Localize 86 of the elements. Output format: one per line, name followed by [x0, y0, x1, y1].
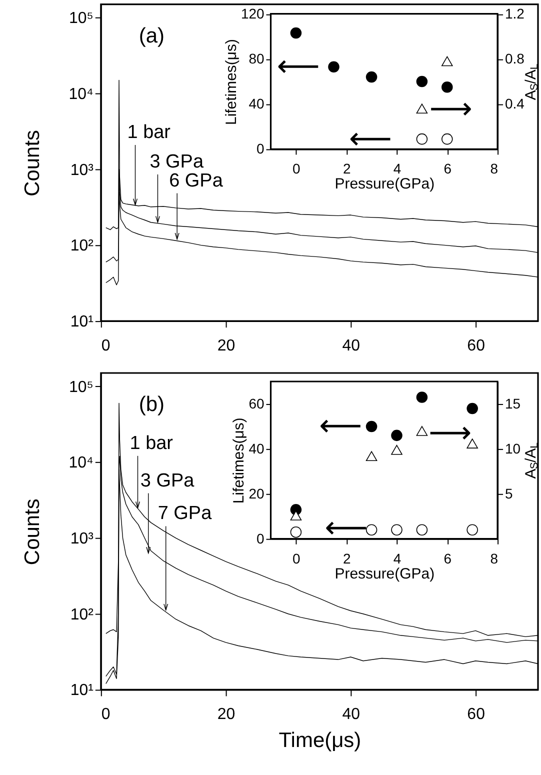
- annotation: 3 GPa: [140, 470, 195, 492]
- x-tick-label: 0: [292, 550, 301, 566]
- annotation: 1 bar: [127, 122, 171, 143]
- y2-tick-label: 0.8: [505, 50, 525, 66]
- y-tick-label: 60: [248, 395, 264, 412]
- annotation: ⟶: [428, 415, 472, 450]
- x-tick-label: 0: [101, 338, 110, 355]
- y-tick-label: 0: [256, 140, 264, 157]
- annotation: 7 GPa: [158, 503, 212, 524]
- annotation: 1 bar: [130, 432, 174, 454]
- x-tick-label: 60: [467, 706, 486, 724]
- annotation: ⟵: [324, 510, 368, 546]
- point: [366, 420, 378, 432]
- y2-tick-label: 15: [505, 395, 521, 412]
- x-tick-label: 4: [393, 550, 402, 566]
- point: [290, 510, 302, 520]
- y-tick-label: 10³: [70, 530, 94, 548]
- annotation: 3 GPa: [150, 151, 204, 172]
- y-tick-label: 20: [248, 485, 264, 502]
- point: [442, 82, 453, 93]
- y-tick-label: 0: [256, 530, 264, 546]
- y2-axis-title: AS/AL: [522, 442, 541, 479]
- y-tick-label: 10¹: [70, 682, 94, 700]
- y2-tick-label: 10: [505, 440, 521, 456]
- point: [290, 526, 302, 538]
- x-tick-label: 0: [101, 706, 110, 724]
- point: [391, 444, 402, 455]
- y-tick-label: 120: [240, 5, 264, 22]
- annotation: ⟵: [276, 48, 320, 84]
- x-axis-title: Pressure(GPa): [334, 176, 435, 193]
- y-axis-title: Counts: [20, 498, 44, 566]
- x-tick-label: 60: [467, 338, 486, 355]
- y-tick-label: 10¹: [70, 314, 94, 331]
- x-tick-label: 40: [342, 706, 360, 724]
- y-axis-title: Lifetimes(μs): [222, 39, 240, 126]
- point: [366, 71, 378, 83]
- x-tick-label: 8: [490, 160, 498, 177]
- x-tick-label: 40: [342, 338, 360, 355]
- point: [391, 524, 402, 536]
- x-tick-label: 2: [342, 550, 351, 566]
- point: [416, 133, 428, 145]
- x-tick-label: 0: [292, 160, 301, 177]
- annotation: ⟶: [429, 92, 472, 127]
- y-tick-label: 10²: [70, 606, 94, 624]
- point: [290, 27, 302, 39]
- y-tick-label: 10⁵: [69, 10, 94, 28]
- point: [416, 392, 428, 403]
- point: [328, 61, 340, 72]
- y-tick-label: 10⁴: [68, 86, 94, 104]
- x-axis-title: Pressure(GPa): [334, 565, 435, 582]
- x-tick-label: 6: [444, 160, 452, 177]
- y-tick-label: 10³: [70, 162, 94, 179]
- point: [416, 524, 428, 536]
- annotation: (b): [138, 392, 165, 416]
- y-axis-title: Lifetimes(μs): [230, 418, 248, 504]
- y-tick-label: 40: [248, 96, 264, 112]
- x-tick-label: 20: [217, 706, 236, 724]
- y2-tick-label: 5: [505, 485, 514, 502]
- y-tick-label: 10⁵: [69, 378, 94, 396]
- point: [442, 133, 453, 145]
- y-tick-label: 10⁴: [68, 454, 94, 472]
- point: [466, 402, 478, 414]
- annotation: (a): [138, 24, 165, 48]
- x-tick-label: 2: [342, 160, 351, 177]
- point: [391, 430, 402, 442]
- point: [366, 524, 378, 536]
- y2-tick-label: 1.2: [505, 5, 525, 22]
- point: [466, 438, 478, 448]
- x-tick-label: 8: [490, 550, 498, 566]
- annotation: ⟵: [349, 122, 392, 157]
- annotation: ⟵: [319, 408, 362, 444]
- annotation: 6 GPa: [169, 170, 224, 192]
- point: [366, 451, 378, 462]
- y-axis-title: Counts: [20, 130, 44, 196]
- point: [416, 426, 428, 436]
- y-tick-label: 40: [248, 440, 264, 456]
- point: [416, 76, 428, 88]
- x-tick-label: 4: [393, 160, 402, 177]
- x-tick-label: 6: [444, 550, 452, 566]
- y2-axis-title: AS/AL: [522, 64, 541, 100]
- x-axis-title: Time(μs): [278, 729, 362, 752]
- y-tick-label: 80: [248, 50, 264, 66]
- y2-tick-label: 0.4: [505, 96, 525, 112]
- y-tick-label: 10²: [70, 238, 94, 255]
- point: [466, 524, 478, 536]
- x-tick-label: 20: [217, 338, 236, 355]
